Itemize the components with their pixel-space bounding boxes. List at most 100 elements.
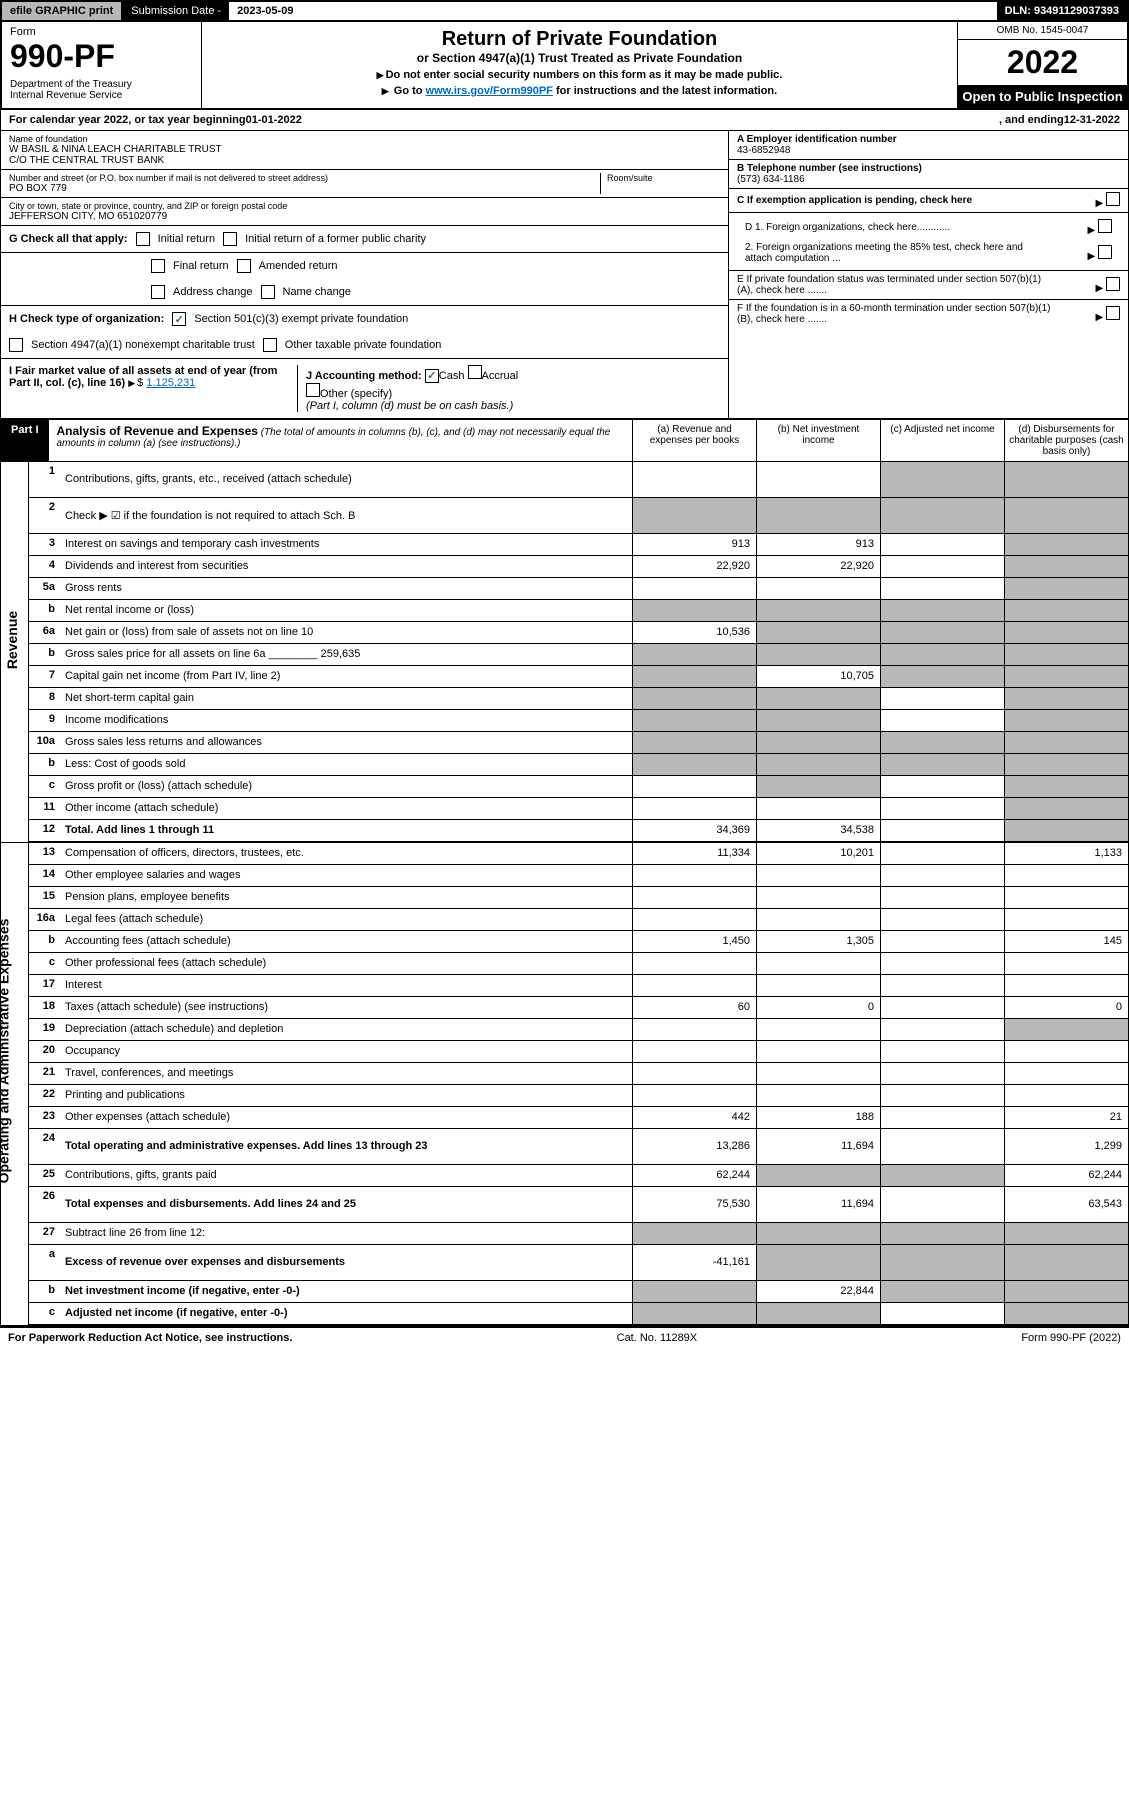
table-row: 18Taxes (attach schedule) (see instructi…: [29, 997, 1128, 1019]
table-row: bGross sales price for all assets on lin…: [29, 644, 1128, 666]
cell-col-d: [1004, 498, 1128, 533]
a-label: A Employer identification number: [737, 134, 897, 145]
cell-col-a: [632, 710, 756, 731]
cell-col-c: [880, 865, 1004, 886]
cell-col-b: [756, 462, 880, 497]
checkbox-d2[interactable]: [1098, 245, 1112, 259]
checkbox-e[interactable]: [1106, 277, 1120, 291]
cell-col-c: [880, 843, 1004, 864]
row-description: Contributions, gifts, grants paid: [61, 1165, 632, 1186]
row-description: Other income (attach schedule): [61, 798, 632, 819]
checkbox-4947[interactable]: [9, 338, 23, 352]
city-value: JEFFERSON CITY, MO 651020779: [9, 211, 720, 222]
cell-col-d: [1004, 666, 1128, 687]
row-number: 16a: [29, 909, 61, 930]
checkbox-amended-return[interactable]: [237, 259, 251, 273]
cell-col-d: [1004, 622, 1128, 643]
row-number: 10a: [29, 732, 61, 753]
cell-col-b: [756, 622, 880, 643]
cell-col-a: [632, 1085, 756, 1106]
cell-col-a: [632, 1223, 756, 1244]
table-row: cGross profit or (loss) (attach schedule…: [29, 776, 1128, 798]
omb-number: OMB No. 1545-0047: [958, 22, 1127, 40]
row-number: 9: [29, 710, 61, 731]
cell-col-b: [756, 1245, 880, 1280]
calyear-mid: , and ending: [999, 114, 1064, 126]
cell-col-b: [756, 1063, 880, 1084]
h-other: Other taxable private foundation: [285, 339, 442, 351]
cell-col-a: 442: [632, 1107, 756, 1128]
city-label: City or town, state or province, country…: [9, 201, 720, 211]
row-description: Gross rents: [61, 578, 632, 599]
efile-print-button[interactable]: efile GRAPHIC print: [2, 2, 123, 20]
checkbox-initial-return[interactable]: [136, 232, 150, 246]
row-description: Income modifications: [61, 710, 632, 731]
cell-col-d: 1,133: [1004, 843, 1128, 864]
cell-col-b: [756, 688, 880, 709]
cell-col-d: 0: [1004, 997, 1128, 1018]
table-row: 23Other expenses (attach schedule)442188…: [29, 1107, 1128, 1129]
table-row: cOther professional fees (attach schedul…: [29, 953, 1128, 975]
cell-col-d: [1004, 776, 1128, 797]
address-value: PO BOX 779: [9, 183, 600, 194]
row-description: Occupancy: [61, 1041, 632, 1062]
checkbox-name-change[interactable]: [261, 285, 275, 299]
fair-market-value-link[interactable]: 1,125,231: [146, 377, 195, 389]
cell-col-d: [1004, 1223, 1128, 1244]
row-description: Gross sales less returns and allowances: [61, 732, 632, 753]
row-description: Dividends and interest from securities: [61, 556, 632, 577]
row-number: c: [29, 776, 61, 797]
cell-col-c: [880, 462, 1004, 497]
form-instructions-link[interactable]: www.irs.gov/Form990PF: [426, 85, 553, 97]
cell-col-a: [632, 754, 756, 775]
row-number: b: [29, 754, 61, 775]
cell-col-b: 10,705: [756, 666, 880, 687]
checkbox-other-taxable[interactable]: [263, 338, 277, 352]
row-description: Gross profit or (loss) (attach schedule): [61, 776, 632, 797]
foundation-name-2: C/O THE CENTRAL TRUST BANK: [9, 155, 720, 166]
row-number: b: [29, 644, 61, 665]
row-description: Total. Add lines 1 through 11: [61, 820, 632, 841]
h-label: H Check type of organization:: [9, 313, 164, 325]
cell-col-d: [1004, 732, 1128, 753]
cell-col-b: 0: [756, 997, 880, 1018]
cell-col-b: [756, 1085, 880, 1106]
checkbox-501c3[interactable]: [172, 312, 186, 326]
checkbox-d1[interactable]: [1098, 219, 1112, 233]
checkbox-cash[interactable]: [425, 369, 439, 383]
cell-col-a: [632, 953, 756, 974]
ein-value: 43-6852948: [737, 145, 790, 156]
cell-col-b: [756, 732, 880, 753]
row-description: Net investment income (if negative, ente…: [61, 1281, 632, 1302]
table-row: 24Total operating and administrative exp…: [29, 1129, 1128, 1165]
checkbox-accrual[interactable]: [468, 365, 482, 379]
checkbox-initial-former[interactable]: [223, 232, 237, 246]
cell-col-d: [1004, 953, 1128, 974]
row-description: Less: Cost of goods sold: [61, 754, 632, 775]
cell-col-c: [880, 909, 1004, 930]
checkbox-c[interactable]: [1106, 192, 1120, 206]
row-number: b: [29, 600, 61, 621]
cell-col-a: 11,334: [632, 843, 756, 864]
checkbox-address-change[interactable]: [151, 285, 165, 299]
checkbox-other-method[interactable]: [306, 383, 320, 397]
row-number: 1: [29, 462, 61, 497]
cell-col-d: [1004, 1085, 1128, 1106]
revenue-side-label: Revenue: [4, 610, 20, 668]
cell-col-a: 62,244: [632, 1165, 756, 1186]
catalog-number: Cat. No. 11289X: [617, 1332, 698, 1344]
row-number: a: [29, 1245, 61, 1280]
table-row: 25Contributions, gifts, grants paid62,24…: [29, 1165, 1128, 1187]
g-initial-former: Initial return of a former public charit…: [245, 233, 426, 245]
table-row: 5aGross rents: [29, 578, 1128, 600]
table-row: 19Depreciation (attach schedule) and dep…: [29, 1019, 1128, 1041]
cell-col-b: [756, 498, 880, 533]
cell-col-d: [1004, 578, 1128, 599]
cell-col-a: 22,920: [632, 556, 756, 577]
cell-col-b: [756, 1041, 880, 1062]
c-label: C If exemption application is pending, c…: [737, 195, 972, 206]
checkbox-final-return[interactable]: [151, 259, 165, 273]
cell-col-d: [1004, 688, 1128, 709]
row-number: b: [29, 931, 61, 952]
checkbox-f[interactable]: [1106, 306, 1120, 320]
